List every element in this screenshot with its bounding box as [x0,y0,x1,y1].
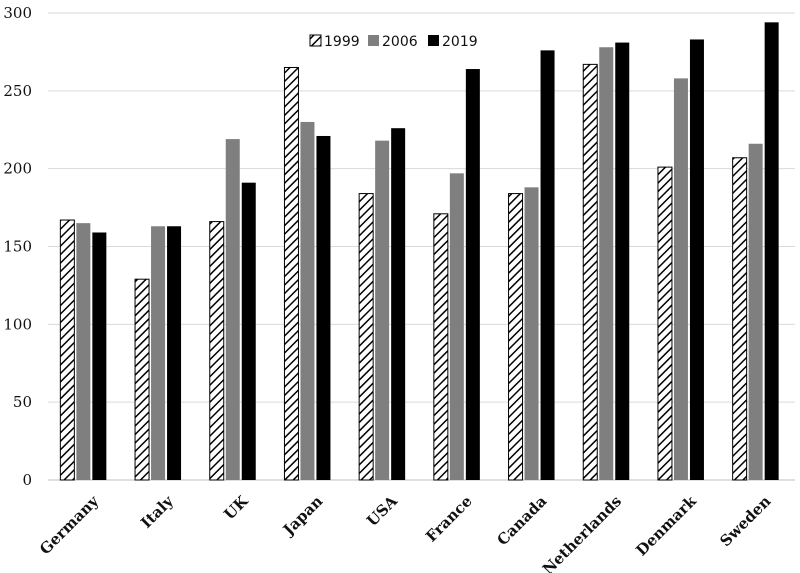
x-category-label: Netherlands [539,492,625,573]
bar-netherlands-2006 [599,47,614,480]
bar-sweden-1999 [732,157,748,481]
bar-canada-2006 [524,187,539,480]
x-category-label: Sweden [716,492,774,550]
bar-france-1999 [433,213,449,481]
y-tick-label: 100 [3,315,32,333]
legend-swatch-2019 [428,35,439,46]
x-category-label: UK [220,491,252,523]
bar-netherlands-2019 [615,42,630,481]
bar-usa-2006 [375,140,390,480]
legend: 1999 2006 2019 [309,34,478,50]
bars [59,22,779,481]
y-tick-label: 200 [3,160,32,178]
bar-japan-1999 [283,66,299,481]
y-axis-ticks: 0 50 100 150 200 250 300 [3,4,32,489]
x-category-label: Germany [36,491,103,558]
bar-france-2006 [449,173,464,480]
bar-uk-1999 [209,221,225,481]
legend-label-2006: 2006 [382,34,418,50]
bar-italy-2019 [167,226,182,480]
x-category-label: Japan [278,492,326,540]
x-category-label: USA [363,492,401,530]
bar-usa-2019 [391,128,406,480]
bar-denmark-2006 [673,78,688,480]
bar-japan-2006 [300,121,315,480]
legend-swatch-2006 [368,35,379,46]
x-category-label: France [422,492,475,545]
bar-germany-2006 [76,223,91,480]
bar-japan-2019 [316,135,331,480]
legend-label-2019: 2019 [442,34,478,50]
bar-canada-1999 [508,193,524,481]
bar-netherlands-1999 [582,63,598,481]
bar-uk-2006 [225,139,240,480]
y-tick-label: 150 [3,238,32,256]
x-category-label: Denmark [632,492,700,560]
y-tick-label: 250 [3,82,32,100]
bar-canada-2019 [540,50,555,481]
bar-germany-1999 [59,219,75,481]
bar-uk-2019 [241,182,256,480]
y-tick-label: 50 [13,393,32,411]
legend-label-1999: 1999 [324,34,360,50]
bar-italy-1999 [134,278,150,481]
x-axis-labels: Germany Italy UK Japan USA France CanadaNether… [36,491,774,573]
x-category-label: Canada [493,492,550,549]
y-tick-label: 0 [22,471,32,489]
bar-italy-2006 [151,226,166,480]
bar-france-2019 [465,69,480,480]
y-tick-label: 300 [3,4,32,22]
bar-germany-2019 [92,232,107,480]
bar-usa-1999 [358,193,374,481]
legend-swatch-1999 [309,34,322,47]
bar-denmark-2019 [689,39,704,481]
x-category-label: Italy [137,491,178,532]
bar-denmark-1999 [657,166,673,481]
bar-sweden-2006 [748,143,763,480]
bar-sweden-2019 [764,22,779,481]
